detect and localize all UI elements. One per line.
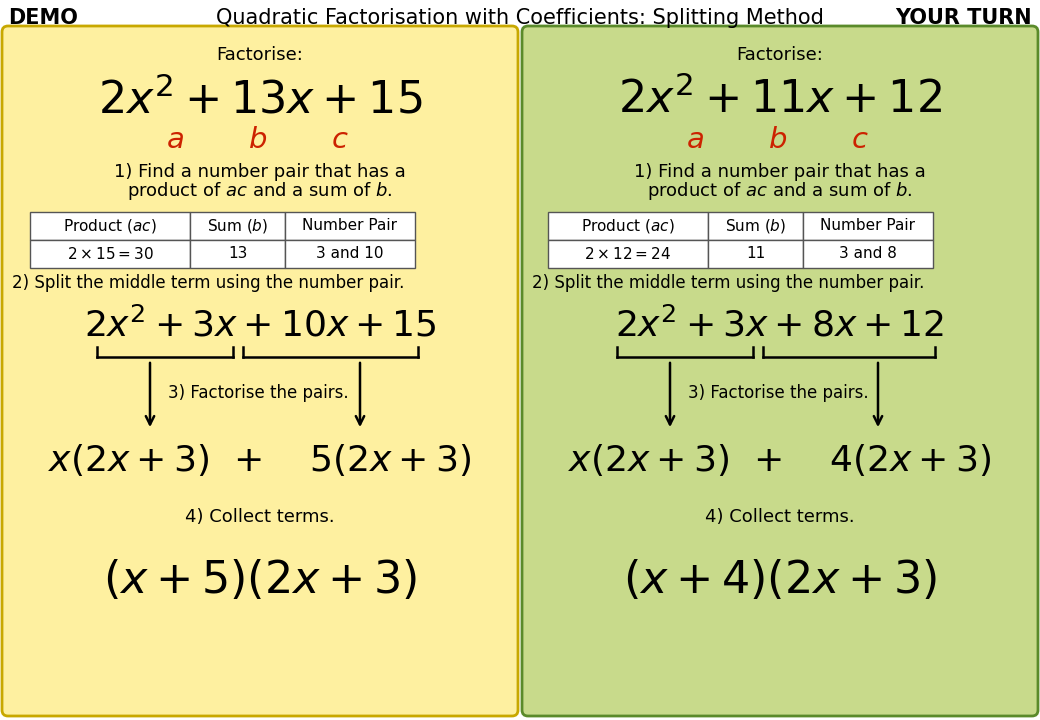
Text: 3 and 8: 3 and 8 — [839, 246, 896, 261]
Text: 2) Split the middle term using the number pair.: 2) Split the middle term using the numbe… — [532, 274, 925, 292]
FancyBboxPatch shape — [522, 26, 1038, 716]
Text: $a$: $a$ — [166, 126, 184, 154]
Text: product of $ac$ and a sum of $b$.: product of $ac$ and a sum of $b$. — [127, 180, 393, 202]
FancyBboxPatch shape — [2, 26, 518, 716]
Bar — [30, 240, 190, 268]
Bar — [803, 240, 933, 268]
Text: $2 \times 15 = 30$: $2 \times 15 = 30$ — [67, 246, 154, 262]
Text: 1) Find a number pair that has a: 1) Find a number pair that has a — [634, 163, 926, 181]
Text: YOUR TURN: YOUR TURN — [895, 8, 1032, 28]
Text: 3) Factorise the pairs.: 3) Factorise the pairs. — [167, 384, 348, 402]
Text: Factorise:: Factorise: — [216, 46, 304, 64]
Bar — [803, 212, 933, 240]
Text: $c$: $c$ — [851, 126, 868, 154]
Bar — [708, 240, 803, 268]
Text: Factorise:: Factorise: — [736, 46, 824, 64]
Text: Sum ($b$): Sum ($b$) — [725, 217, 786, 235]
Text: DEMO: DEMO — [8, 8, 78, 28]
Text: 13: 13 — [228, 246, 248, 261]
Text: $x(2x + 3)$  $+$    $4(2x + 3)$: $x(2x + 3)$ $+$ $4(2x + 3)$ — [569, 442, 991, 478]
Text: $2 \times 12 = 24$: $2 \times 12 = 24$ — [584, 246, 672, 262]
Text: $(x + 5)(2x + 3)$: $(x + 5)(2x + 3)$ — [103, 558, 417, 602]
Text: product of $ac$ and a sum of $b$.: product of $ac$ and a sum of $b$. — [647, 180, 913, 202]
Text: 11: 11 — [746, 246, 765, 261]
Text: 4) Collect terms.: 4) Collect terms. — [185, 508, 335, 526]
Text: 3 and 10: 3 and 10 — [316, 246, 384, 261]
Text: Product ($ac$): Product ($ac$) — [63, 217, 157, 235]
Bar — [708, 212, 803, 240]
Text: $a$: $a$ — [686, 126, 704, 154]
Text: $2x^2 + 11x + 12$: $2x^2 + 11x + 12$ — [618, 78, 942, 122]
Text: 3) Factorise the pairs.: 3) Factorise the pairs. — [687, 384, 868, 402]
Text: Sum ($b$): Sum ($b$) — [207, 217, 268, 235]
Text: $2x^2 + 3x + 10x + 15$: $2x^2 + 3x + 10x + 15$ — [83, 307, 437, 343]
Text: Quadratic Factorisation with Coefficients: Splitting Method: Quadratic Factorisation with Coefficient… — [216, 8, 824, 28]
Text: Number Pair: Number Pair — [821, 218, 915, 233]
Text: $2x^2 + 3x + 8x + 12$: $2x^2 + 3x + 8x + 12$ — [616, 307, 944, 343]
Text: Number Pair: Number Pair — [303, 218, 397, 233]
Text: 2) Split the middle term using the number pair.: 2) Split the middle term using the numbe… — [12, 274, 405, 292]
Text: $(x + 4)(2x + 3)$: $(x + 4)(2x + 3)$ — [623, 558, 937, 602]
Bar — [548, 240, 708, 268]
Bar — [285, 212, 415, 240]
Text: 1) Find a number pair that has a: 1) Find a number pair that has a — [114, 163, 406, 181]
Text: 4) Collect terms.: 4) Collect terms. — [705, 508, 855, 526]
Bar — [285, 240, 415, 268]
Text: $c$: $c$ — [331, 126, 348, 154]
Bar — [190, 240, 285, 268]
Text: $b$: $b$ — [769, 126, 787, 154]
Text: $x(2x + 3)$  $+$    $5(2x + 3)$: $x(2x + 3)$ $+$ $5(2x + 3)$ — [49, 442, 471, 478]
Text: $2x^2 + 13x + 15$: $2x^2 + 13x + 15$ — [98, 78, 422, 122]
Text: $b$: $b$ — [249, 126, 267, 154]
Text: Product ($ac$): Product ($ac$) — [581, 217, 675, 235]
Bar — [190, 212, 285, 240]
Bar — [30, 212, 190, 240]
Bar — [548, 212, 708, 240]
